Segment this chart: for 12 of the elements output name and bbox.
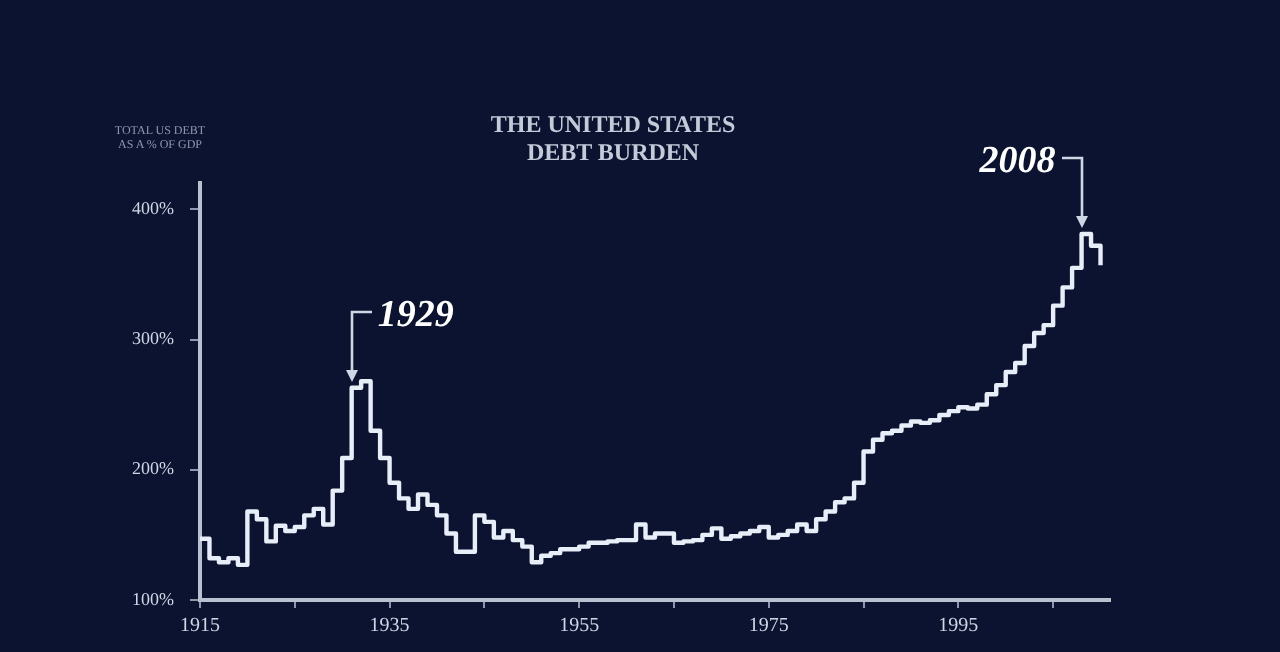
y-tick-label: 400% (131, 197, 175, 218)
y-tick-label: 200% (131, 458, 175, 479)
x-tick-label: 1955 (559, 615, 600, 638)
y-tick-label: 300% (131, 328, 175, 349)
x-tick-label: 1915 (179, 615, 220, 638)
chart-title: THE UNITED STATES DEBT BURDEN (490, 109, 736, 166)
x-tick-label: 1935 (369, 615, 410, 638)
annotation: 2008 (977, 139, 1057, 182)
annotation: 1929 (377, 293, 455, 336)
x-tick-label: 1995 (938, 615, 979, 638)
x-tick-label: 1975 (748, 615, 789, 638)
y-tick-label: 100% (131, 588, 175, 609)
